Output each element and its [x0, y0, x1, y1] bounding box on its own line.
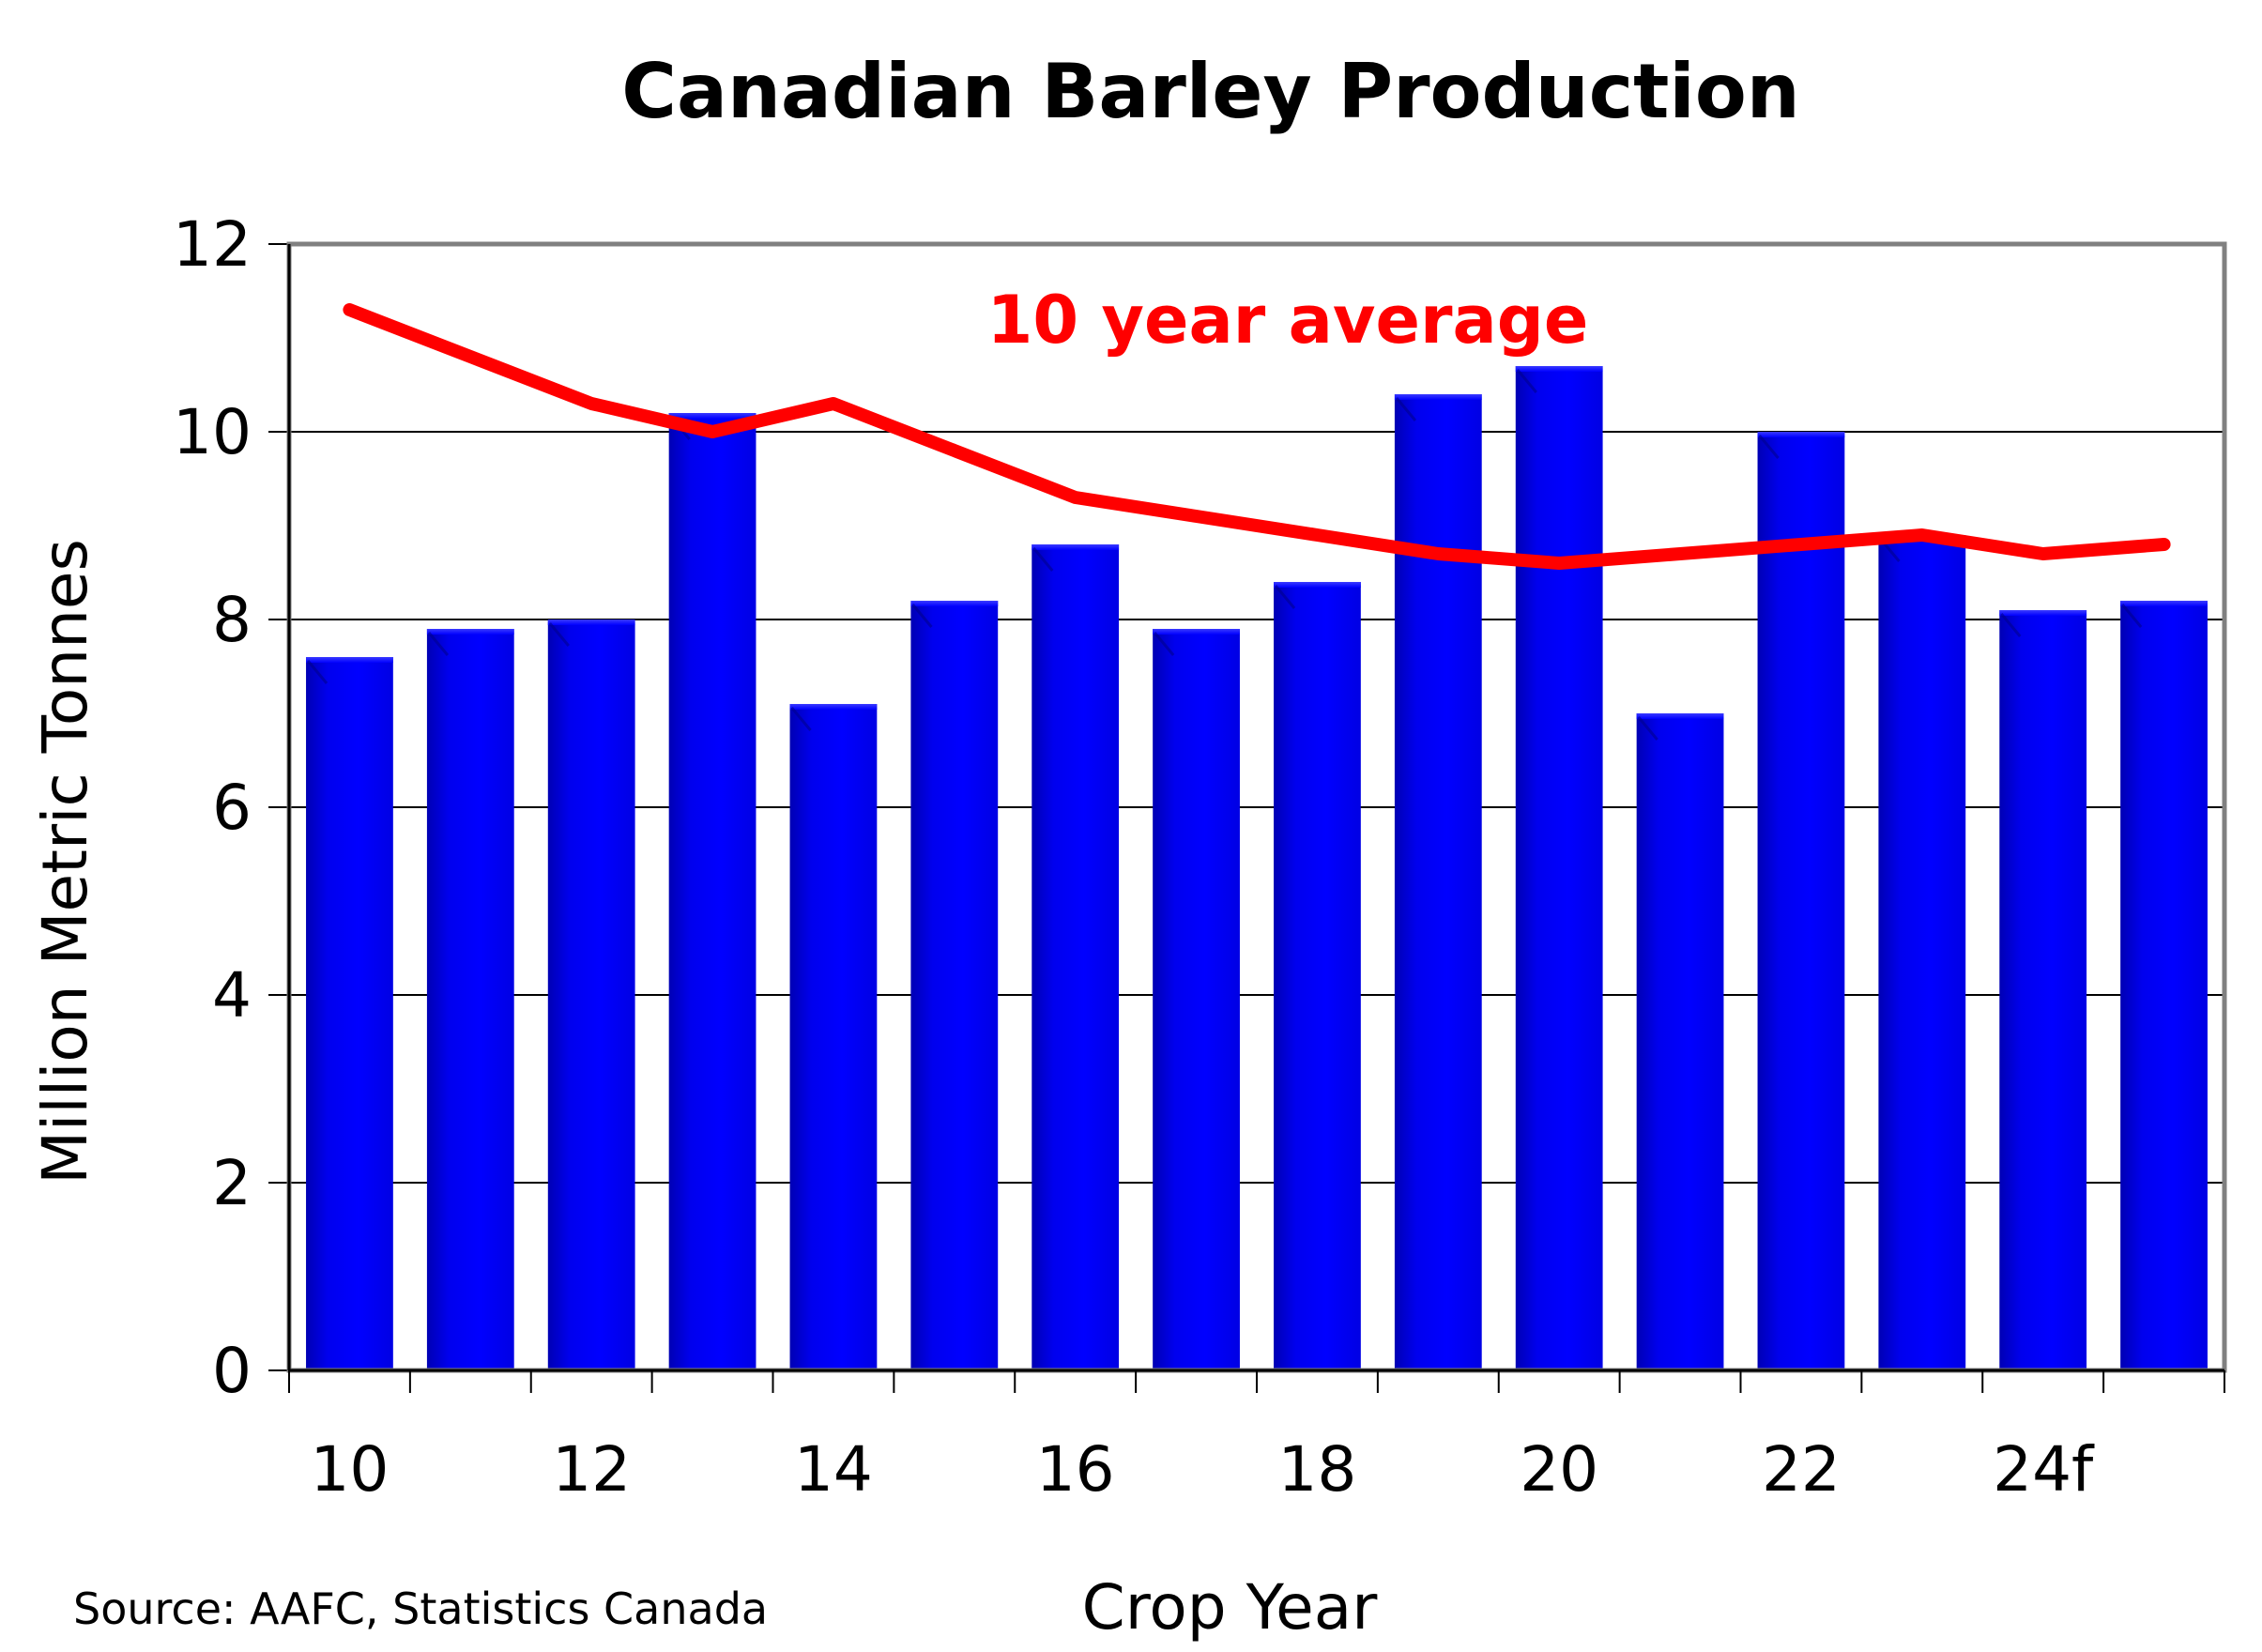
bar-top-edge: [1999, 610, 2087, 616]
x-tick-label: 10: [310, 1433, 389, 1506]
y-tick-label: 6: [212, 772, 252, 844]
bar: [1032, 544, 1120, 1370]
x-axis-label: Crop Year: [1082, 1571, 1379, 1644]
x-tick-label: 16: [1036, 1433, 1115, 1506]
y-tick-label: 0: [212, 1335, 252, 1407]
average-point: [590, 403, 592, 405]
y-tick-label: 4: [212, 959, 252, 1032]
average-point: [2042, 553, 2044, 555]
bar: [1394, 394, 1482, 1370]
x-tick-label: 18: [1277, 1433, 1356, 1506]
average-point: [1800, 543, 1802, 545]
average-point: [2163, 543, 2165, 545]
x-tick-label: 20: [1520, 1433, 1598, 1506]
bar-top-edge: [910, 601, 999, 606]
bar-bevel: [2000, 613, 2022, 637]
bar-top-edge: [1636, 713, 1724, 719]
bar-bevel: [548, 622, 570, 647]
bar-top-edge: [789, 704, 878, 710]
average-point: [1921, 534, 1923, 536]
average-annotation: 10 year average: [987, 282, 1589, 359]
bar: [1274, 582, 1361, 1370]
chart-title: Canadian Barley Production: [621, 48, 1799, 135]
bar-bevel: [1637, 716, 1658, 741]
bar-bevel: [911, 604, 933, 628]
bar-bevel: [306, 660, 329, 684]
bar-top-edge: [1394, 394, 1482, 400]
average-point: [469, 356, 471, 358]
bar-bevel: [1758, 435, 1780, 459]
y-tick-label: 8: [212, 584, 252, 656]
y-tick-label: 2: [212, 1147, 252, 1219]
bar: [1153, 629, 1240, 1370]
bar-top-edge: [547, 620, 635, 625]
bar: [789, 704, 878, 1370]
average-point: [1679, 553, 1681, 555]
plot-area: 0 2 4 6 8 10 12 10 12 14 16 18 20 22 24f 10 year averag…: [173, 208, 2227, 1506]
average-point: [1558, 562, 1560, 564]
bar: [1757, 432, 1845, 1370]
bar: [1878, 535, 1966, 1370]
bar-top-edge: [2120, 601, 2208, 606]
average-point: [711, 431, 713, 433]
y-axis-label: Million Metric Tonnes: [29, 539, 101, 1185]
bar-top-edge: [306, 657, 393, 663]
average-point: [1437, 553, 1439, 555]
bar-top-edge: [1515, 366, 1603, 372]
bar: [1515, 366, 1603, 1370]
bar: [306, 657, 393, 1370]
bar-top-edge: [668, 413, 757, 419]
bar: [2120, 601, 2208, 1370]
bar: [1999, 610, 2087, 1370]
x-tick-label: 14: [794, 1433, 873, 1506]
bar: [547, 620, 635, 1370]
bar-top-edge: [1274, 582, 1361, 588]
bar-top-edge: [1032, 544, 1120, 550]
bar-bevel: [1032, 547, 1054, 572]
x-tick-label: 12: [552, 1433, 631, 1506]
average-point: [1316, 534, 1318, 536]
average-point: [348, 309, 350, 311]
bar-top-edge: [426, 629, 514, 635]
source-note: Source: AAFC, Statistics Canada: [73, 1583, 768, 1634]
bar: [426, 629, 514, 1370]
bar-bevel: [2121, 604, 2143, 628]
bar-bevel: [1395, 397, 1417, 421]
average-point: [1196, 515, 1198, 517]
bar: [910, 601, 999, 1370]
y-tick-label: 10: [173, 396, 252, 468]
bar-bevel: [790, 707, 812, 731]
bar-bevel: [1154, 632, 1175, 656]
bar-bevel: [1516, 369, 1537, 393]
x-tick-label: 24f: [1993, 1433, 2095, 1506]
bar: [1636, 713, 1724, 1370]
bar-bevel: [1274, 585, 1296, 609]
bar-top-edge: [1757, 432, 1845, 437]
bar-bevel: [427, 632, 450, 656]
average-line: [343, 303, 2171, 570]
x-tick-label: 22: [1762, 1433, 1841, 1506]
bar-top-edge: [1153, 629, 1240, 635]
bar: [668, 413, 757, 1370]
average-point: [1075, 497, 1077, 498]
y-tick-label: 12: [173, 208, 252, 281]
